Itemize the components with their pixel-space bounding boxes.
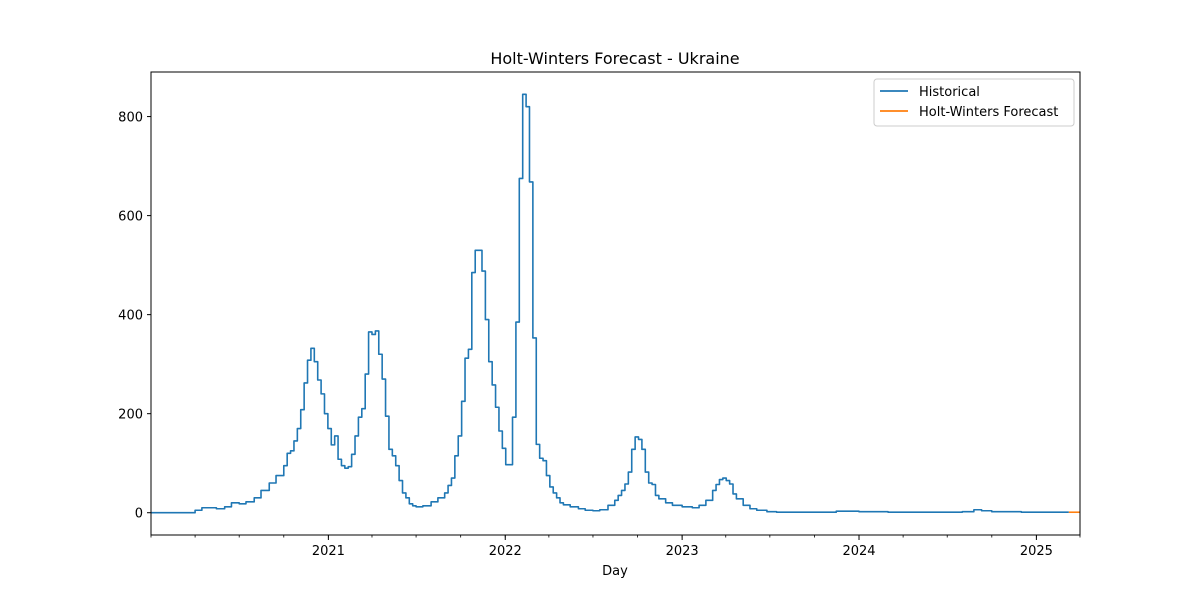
- y-tick-label: 800: [118, 111, 143, 126]
- x-tick-label: 2022: [489, 544, 522, 559]
- legend-label: Historical: [919, 85, 980, 100]
- x-axis-title: Day: [602, 564, 628, 579]
- series-line-historical: [151, 93, 1069, 514]
- y-tick-label: 600: [118, 210, 143, 225]
- chart-title: Holt-Winters Forecast - Ukraine: [490, 49, 739, 68]
- legend-box: [873, 78, 1075, 127]
- legend-label: Holt-Winters Forecast: [919, 105, 1058, 120]
- y-tick-label: 200: [118, 408, 143, 423]
- y-tick-label: 0: [135, 507, 143, 522]
- y-axis: 0 200 400 600 800: [118, 111, 151, 522]
- x-tick-label: 2021: [312, 544, 345, 559]
- y-tick-label: 400: [118, 309, 143, 324]
- x-tick-label: 2024: [842, 544, 875, 559]
- legend: Historical Holt-Winters Forecast: [873, 78, 1075, 127]
- x-axis: 2021 2022 2023 2024 2025: [150, 535, 1081, 559]
- plot-frame: [150, 71, 1081, 536]
- x-tick-label: 2023: [666, 544, 699, 559]
- x-tick-label: 2025: [1020, 544, 1053, 559]
- plot-area: [150, 71, 1081, 536]
